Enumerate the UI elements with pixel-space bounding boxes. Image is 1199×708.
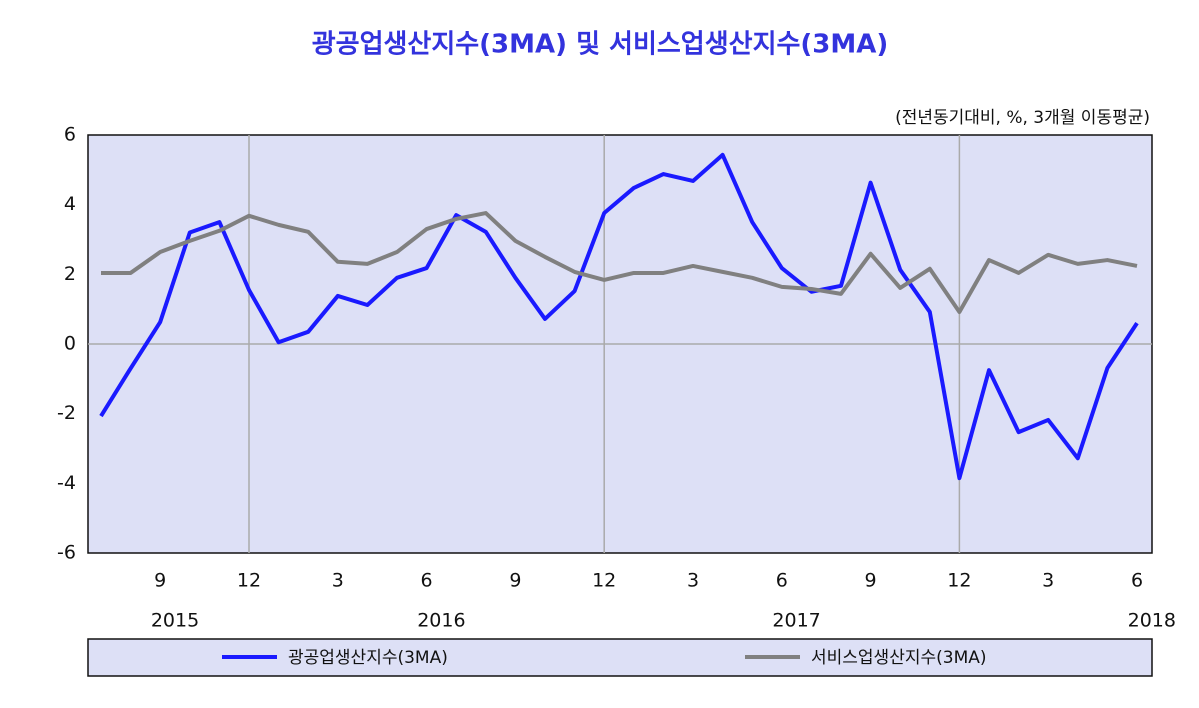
x-tick-label: 3 <box>1042 570 1054 592</box>
x-tick-label: 3 <box>332 570 344 592</box>
y-tick-label: 0 <box>64 333 76 355</box>
year-label: 2016 <box>417 610 465 632</box>
x-tick-label: 6 <box>776 570 788 592</box>
y-tick-label: -6 <box>57 542 76 564</box>
year-label: 2015 <box>151 610 199 632</box>
y-tick-label: -4 <box>57 472 76 494</box>
y-tick-label: -2 <box>57 402 76 424</box>
y-tick-label: 2 <box>64 263 76 285</box>
year-label: 2018 <box>1128 610 1176 632</box>
x-tick-label: 12 <box>592 570 616 592</box>
chart-title: 광공업생산지수(3MA) 및 서비스업생산지수(3MA) <box>312 30 889 60</box>
x-tick-label: 12 <box>237 570 261 592</box>
x-tick-label: 12 <box>947 570 971 592</box>
unit-note: (전년동기대비, %, 3개월 이동평균) <box>895 108 1150 128</box>
legend-label: 서비스업생산지수(3MA) <box>811 648 987 668</box>
x-tick-label: 3 <box>687 570 699 592</box>
legend-label: 광공업생산지수(3MA) <box>288 648 448 668</box>
series-line <box>99 152 1139 481</box>
year-label: 2017 <box>772 610 820 632</box>
series-line <box>101 211 1138 314</box>
x-tick-label: 9 <box>509 570 521 592</box>
x-tick-label: 6 <box>1131 570 1143 592</box>
y-tick-label: 6 <box>64 124 76 146</box>
x-tick-label: 6 <box>421 570 433 592</box>
x-tick-label: 9 <box>865 570 877 592</box>
x-tick-label: 9 <box>154 570 166 592</box>
y-tick-label: 4 <box>64 193 76 215</box>
